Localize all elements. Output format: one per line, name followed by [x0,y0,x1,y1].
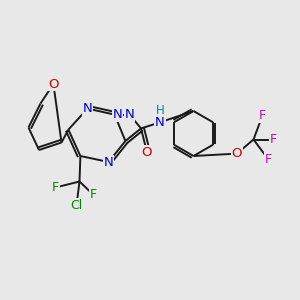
Text: H: H [155,104,164,118]
Text: Cl: Cl [70,199,83,212]
Text: N: N [83,102,92,115]
Text: O: O [48,77,59,91]
Text: N: N [104,155,113,169]
Text: F: F [269,133,277,146]
Text: N: N [155,116,165,129]
Text: F: F [52,181,59,194]
Text: O: O [142,146,152,159]
Text: F: F [89,188,97,201]
Text: F: F [259,109,266,122]
Text: N: N [113,108,122,121]
Text: N: N [125,108,134,121]
Text: O: O [232,147,242,160]
Text: F: F [265,153,272,166]
